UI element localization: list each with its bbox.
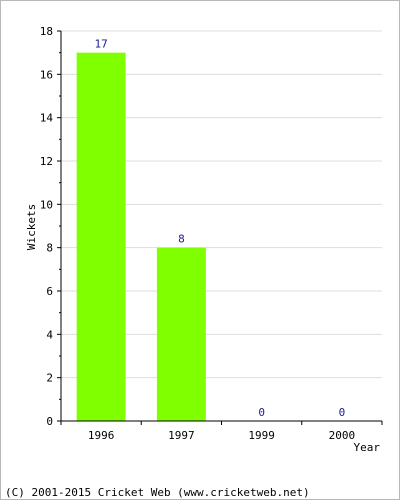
bar-group <box>76 52 206 422</box>
y-axis-label: Wickets <box>25 204 38 250</box>
y-tick-label: 2 <box>46 372 53 385</box>
y-tick-label: 10 <box>40 198 53 211</box>
bar <box>156 247 206 421</box>
bar-value-label: 8 <box>178 233 185 246</box>
x-tick-label: 1999 <box>248 429 275 442</box>
y-tick-label: 12 <box>40 155 53 168</box>
bar <box>76 52 126 422</box>
y-tick-label: 18 <box>40 25 53 38</box>
x-tick-label: 1997 <box>168 429 195 442</box>
y-tick-label: 16 <box>40 68 53 81</box>
axes <box>57 30 383 425</box>
y-tick-label: 14 <box>40 112 54 125</box>
x-axis-label: Year <box>354 441 381 454</box>
bar-value-label: 0 <box>339 406 346 419</box>
x-tick-labels: 1996 1997 1999 2000 <box>88 429 355 442</box>
bar-value-label: 17 <box>95 38 108 51</box>
copyright-footer: (C) 2001-2015 Cricket Web (www.cricketwe… <box>5 486 310 499</box>
y-tick-labels: 0 2 4 6 8 10 12 14 16 18 <box>40 25 54 428</box>
y-tick-label: 0 <box>46 415 53 428</box>
bar-value-label: 0 <box>258 406 265 419</box>
x-tick-label: 2000 <box>329 429 356 442</box>
x-tick-label: 1996 <box>88 429 115 442</box>
y-tick-label: 6 <box>46 285 53 298</box>
bar-value-labels: 17 8 0 0 <box>95 38 346 419</box>
y-tick-label: 8 <box>46 242 53 255</box>
y-tick-label: 4 <box>46 328 53 341</box>
